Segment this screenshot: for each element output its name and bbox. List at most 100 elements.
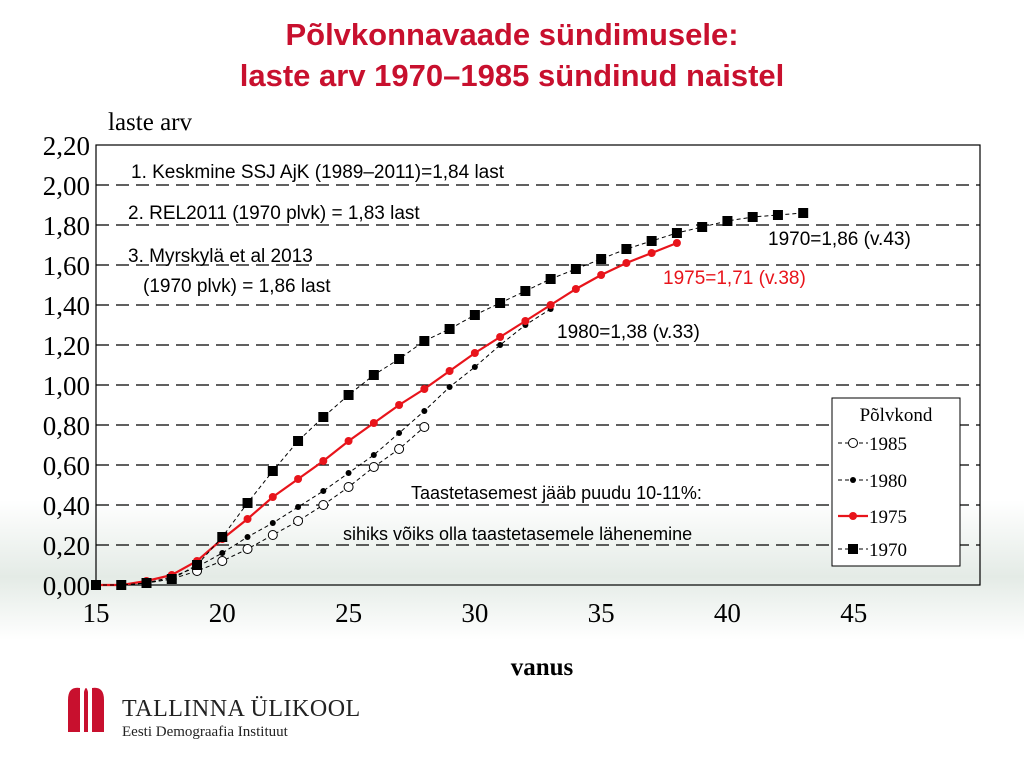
y-tick-label: 1,80 [43,211,90,241]
legend-marker [848,544,858,554]
data-point-1975 [319,457,328,465]
x-tick-label: 45 [840,598,867,628]
legend-label: 1980 [869,471,907,492]
data-point-1975 [243,515,252,523]
x-axis-label: vanus [511,654,574,681]
data-point-1970 [747,212,758,222]
legend-label: 1985 [869,434,907,455]
data-point-1970 [444,324,455,334]
data-point-1980 [421,408,428,414]
series-1970 [91,208,809,590]
data-point-1980 [219,550,226,556]
series-1980 [93,306,554,588]
data-point-1970 [772,210,783,220]
data-point-1975 [420,385,429,393]
data-point-1985 [368,462,379,472]
end-label-1970: 1970=1,86 (v.43) [768,229,911,250]
y-tick-label: 0,80 [43,411,90,441]
slide-title: Põlvkonnavaade sündimusele: laste arv 19… [0,14,1024,96]
end-label-1980: 1980=1,38 (v.33) [557,322,700,343]
y-tick-label: 1,60 [43,251,90,281]
y-tick-label: 1,40 [43,291,90,321]
legend-label: 1970 [869,540,907,561]
data-point-1975 [521,317,530,325]
x-tick-label: 40 [714,598,741,628]
legend-marker [850,477,856,483]
note-2: 2. REL2011 (1970 plvk) = 1,83 last [128,203,420,224]
data-point-1985 [267,530,278,540]
data-point-1970 [166,574,177,584]
data-point-1980 [345,470,352,476]
end-label-1975: 1975=1,71 (v.38) [663,268,806,289]
slide-title-line-1: Põlvkonnavaade sündimusele: [285,17,739,52]
data-point-1975 [395,401,404,409]
x-tick-label: 35 [588,598,615,628]
legend-entry-1980: 1980 [838,471,907,492]
notes-box: 1. Keskmine SSJ AjK (1989–2011)=1,84 las… [128,162,505,297]
data-point-1985 [217,556,228,566]
data-point-1985 [343,482,354,492]
y-tick-label: 0,60 [43,451,90,481]
data-point-1985 [419,422,430,432]
data-point-1970 [520,286,531,296]
x-tick-label: 25 [335,598,362,628]
data-point-1975 [268,493,277,501]
data-point-1980 [396,430,403,436]
data-point-1970 [646,236,657,246]
note-1: 1. Keskmine SSJ AjK (1989–2011)=1,84 las… [131,162,505,183]
org-subtitle: Eesti Demograafia Instituut [122,724,288,740]
middle-text-2: sihiks võiks olla taastetasemele lähenem… [343,524,692,544]
data-point-1980 [244,534,251,540]
data-point-1975 [470,349,479,357]
x-tick-label: 20 [209,598,236,628]
data-point-1985 [293,516,304,526]
data-point-1980 [497,342,504,348]
note-3: 3. Myrskylä et al 2013 [128,246,313,267]
footer: TALLINNA ÜLIKOOL Eesti Demograafia Insti… [62,682,422,742]
data-point-1980 [295,504,302,510]
data-point-1980 [446,384,453,390]
legend-entry-1985: 1985 [838,434,907,455]
data-point-1975 [647,249,656,257]
legend: Põlvkond 1985 1980 1975 1970 [831,397,961,567]
data-point-1975 [294,475,303,483]
data-point-1975 [445,367,454,375]
series-line-1985 [96,426,425,586]
data-point-1985 [242,544,253,554]
org-name: TALLINNA ÜLIKOOL [122,696,361,722]
legend-title: Põlvkond [860,405,933,426]
y-tick-label: 2,00 [43,171,90,201]
data-point-1970 [242,498,253,508]
y-tick-label: 2,20 [43,131,90,161]
data-point-1975 [496,333,505,341]
data-point-1970 [267,466,278,476]
data-point-1975 [546,301,555,309]
data-point-1970 [217,532,228,542]
legend-entries: 1985 1980 1975 1970 [838,434,907,561]
series-line-1970 [96,212,804,586]
legend-marker [849,512,857,520]
data-point-1970 [671,228,682,238]
data-point-1970 [621,244,632,254]
y-tick-label: 0,20 [43,531,90,561]
y-tick-label: 1,20 [43,331,90,361]
data-point-1970 [394,354,405,364]
data-point-1980 [269,520,276,526]
slide-title-line-2: laste arv 1970–1985 sündinud naistel [239,58,785,93]
legend-entry-1970: 1970 [838,540,907,561]
series [91,208,809,590]
legend-label: 1975 [869,507,907,528]
data-point-1970 [318,412,329,422]
data-point-1970 [343,390,354,400]
plot-frame [95,144,981,586]
data-point-1975 [597,271,606,279]
note-4: (1970 plvk) = 1,86 last [143,276,331,297]
y-axis-label: laste arv [108,109,192,136]
data-point-1970 [697,222,708,232]
x-tick-label: 15 [83,598,110,628]
middle-text-1: Taastetasemest jääb puudu 10-11%: [411,483,702,503]
data-point-1970 [495,298,506,308]
data-point-1975 [369,419,378,427]
data-point-1975 [672,239,681,247]
